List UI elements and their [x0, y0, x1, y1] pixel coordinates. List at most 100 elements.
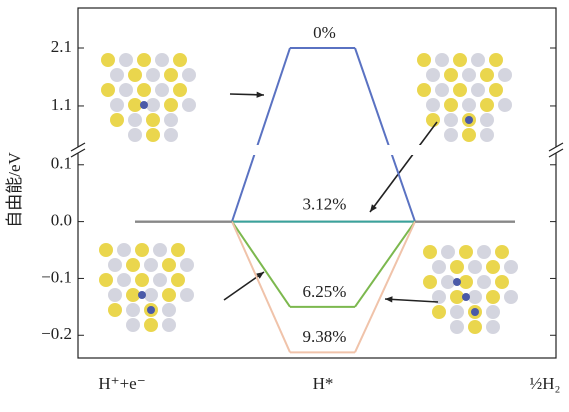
atom [441, 275, 455, 289]
atom [153, 273, 167, 287]
atom [119, 83, 133, 97]
atom [126, 303, 140, 317]
atom [486, 260, 500, 274]
y-tick-label: 1.1 [51, 95, 72, 114]
atom [153, 243, 167, 257]
atom [468, 290, 482, 304]
atom [101, 83, 115, 97]
atom [182, 68, 196, 82]
series-label: 6.25% [303, 282, 347, 301]
atom [117, 243, 131, 257]
atom [495, 245, 509, 259]
atom [498, 68, 512, 82]
dopant-atom [465, 116, 473, 124]
atom [486, 290, 500, 304]
atom [110, 113, 124, 127]
atom [182, 98, 196, 112]
atom [144, 288, 158, 302]
atom [453, 83, 467, 97]
atom [486, 320, 500, 334]
atom [486, 305, 500, 319]
atom [444, 68, 458, 82]
atom [426, 98, 440, 112]
atom [171, 273, 185, 287]
dopant-atom [462, 293, 470, 301]
atom [480, 128, 494, 142]
atom [471, 53, 485, 67]
atom [480, 68, 494, 82]
atom [468, 260, 482, 274]
atom [417, 53, 431, 67]
atom [435, 83, 449, 97]
atom [444, 128, 458, 142]
atom [110, 98, 124, 112]
atom [450, 290, 464, 304]
atom [432, 305, 446, 319]
series-label: 3.12% [303, 195, 347, 214]
atom [171, 243, 185, 257]
atom [471, 83, 485, 97]
atom [432, 260, 446, 274]
atom [126, 318, 140, 332]
atom [459, 245, 473, 259]
atom [144, 258, 158, 272]
dopant-atom [453, 278, 461, 286]
atom [462, 98, 476, 112]
atom [180, 258, 194, 272]
atom [135, 243, 149, 257]
chart: 自由能/eV −0.2−0.10.00.11.12.10%3.12%6.25%9… [0, 0, 569, 412]
atom [99, 273, 113, 287]
atom [164, 98, 178, 112]
atom [489, 83, 503, 97]
atom [146, 113, 160, 127]
atom [128, 128, 142, 142]
series-label: 0% [313, 23, 336, 42]
atom [462, 128, 476, 142]
atom [450, 260, 464, 274]
atom [128, 68, 142, 82]
atom [128, 113, 142, 127]
atom [164, 68, 178, 82]
atom [426, 68, 440, 82]
atom [144, 318, 158, 332]
dopant-atom [147, 306, 155, 314]
atom [173, 83, 187, 97]
atom [459, 275, 473, 289]
y-tick-label: 0.1 [51, 154, 72, 173]
atom [477, 275, 491, 289]
atom [453, 53, 467, 67]
atom [426, 113, 440, 127]
atom [164, 128, 178, 142]
atom [110, 68, 124, 82]
atom [417, 83, 431, 97]
atom [119, 53, 133, 67]
atom [137, 53, 151, 67]
atom [155, 83, 169, 97]
atom [450, 320, 464, 334]
atom [495, 275, 509, 289]
x-tick-label: H⁺+e⁻ [98, 374, 145, 393]
atom [180, 288, 194, 302]
atom [162, 258, 176, 272]
dopant-atom [140, 101, 148, 109]
atom [146, 98, 160, 112]
x-tick-label: ½H₂ [530, 374, 561, 393]
atom [164, 113, 178, 127]
atom [173, 53, 187, 67]
atom [444, 113, 458, 127]
atom [435, 53, 449, 67]
atom [108, 303, 122, 317]
atom [99, 243, 113, 257]
x-tick-label: H* [313, 374, 334, 393]
dopant-atom [138, 291, 146, 299]
y-tick-label: 2.1 [51, 37, 72, 56]
dopant-atom [471, 308, 479, 316]
atom [137, 83, 151, 97]
atom [126, 288, 140, 302]
atom [450, 305, 464, 319]
atom [101, 53, 115, 67]
atom [135, 273, 149, 287]
atom [117, 273, 131, 287]
atom [462, 68, 476, 82]
y-tick-label: 0.0 [51, 211, 72, 230]
